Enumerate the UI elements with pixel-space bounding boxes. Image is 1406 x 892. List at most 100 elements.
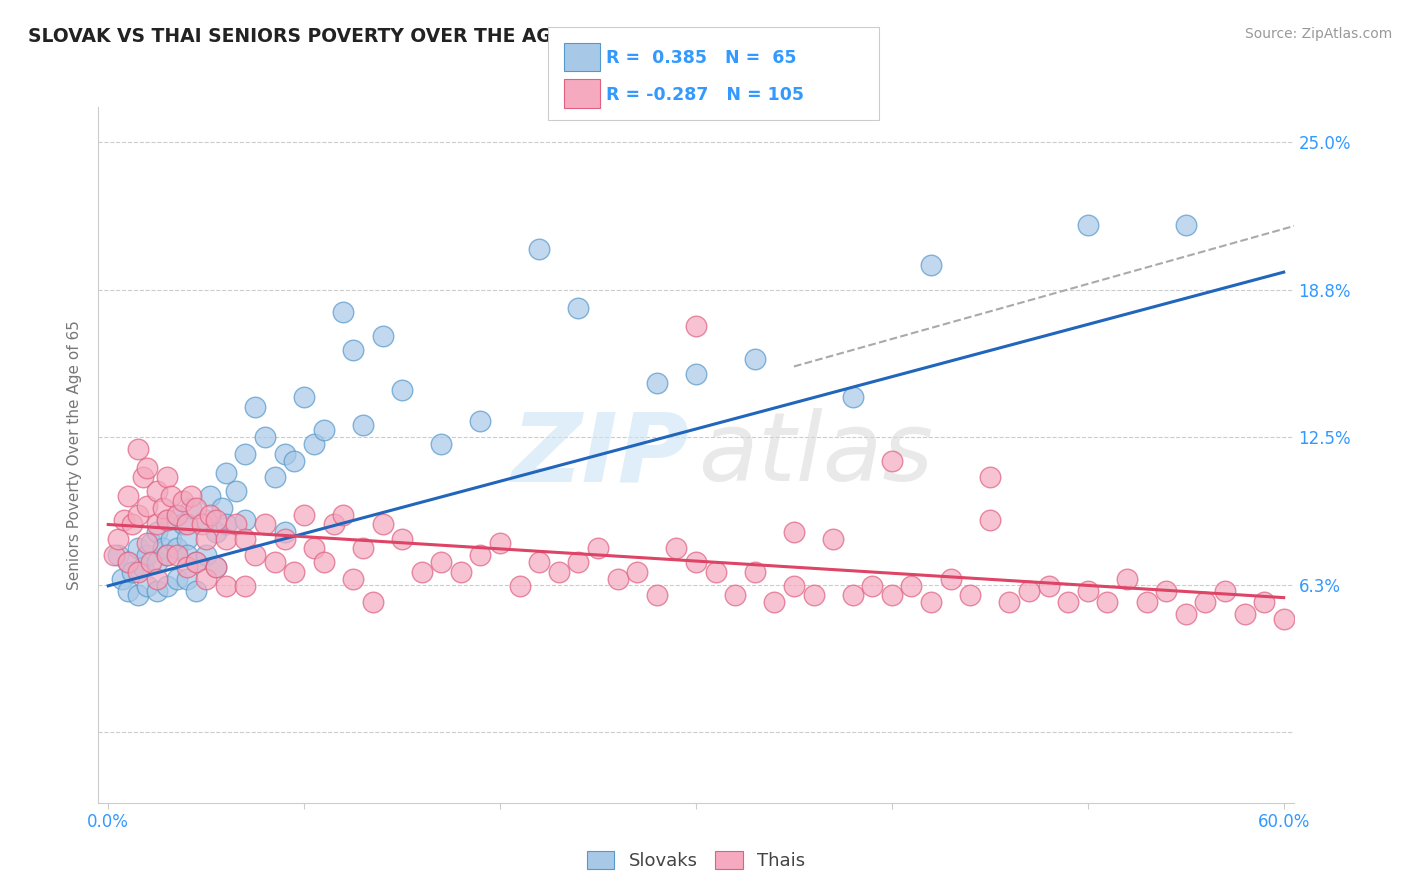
Point <box>146 583 169 598</box>
Point <box>166 541 188 555</box>
Point <box>470 548 492 562</box>
Point <box>156 513 179 527</box>
Point <box>880 588 903 602</box>
Point <box>283 454 305 468</box>
Point <box>1018 583 1040 598</box>
Point <box>215 517 238 532</box>
Point <box>112 513 135 527</box>
Point <box>136 536 159 550</box>
Point <box>704 565 727 579</box>
Point <box>1116 572 1139 586</box>
Text: R = -0.287   N = 105: R = -0.287 N = 105 <box>606 86 804 103</box>
Point <box>253 430 276 444</box>
Point <box>160 489 183 503</box>
Point <box>1174 607 1197 621</box>
Point <box>225 484 247 499</box>
Point <box>312 555 335 569</box>
Point <box>1097 595 1119 609</box>
Point <box>179 500 201 515</box>
Point <box>606 572 628 586</box>
Point <box>391 532 413 546</box>
Point <box>111 572 134 586</box>
Point <box>172 494 194 508</box>
Point <box>263 470 285 484</box>
Point <box>198 489 221 503</box>
Point <box>783 579 806 593</box>
Point <box>195 532 218 546</box>
Point <box>141 536 163 550</box>
Point <box>744 565 766 579</box>
Point <box>371 517 394 532</box>
Point <box>361 595 384 609</box>
Point <box>127 588 149 602</box>
Point <box>998 595 1021 609</box>
Point <box>724 588 747 602</box>
Point <box>841 390 863 404</box>
Point <box>489 536 512 550</box>
Point <box>1253 595 1275 609</box>
Point <box>235 579 257 593</box>
Point <box>136 548 159 562</box>
Point <box>211 500 233 515</box>
Point <box>371 328 394 343</box>
Point <box>146 524 169 539</box>
Point <box>176 532 198 546</box>
Point <box>959 588 981 602</box>
Point <box>841 588 863 602</box>
Point <box>198 508 221 522</box>
Point <box>1154 583 1177 598</box>
Point <box>645 588 668 602</box>
Point <box>156 548 179 562</box>
Point <box>156 513 179 527</box>
Point <box>450 565 472 579</box>
Point <box>263 555 285 569</box>
Text: atlas: atlas <box>697 409 934 501</box>
Point <box>1272 612 1295 626</box>
Point <box>529 242 551 256</box>
Point <box>900 579 922 593</box>
Point <box>160 532 183 546</box>
Point <box>243 400 266 414</box>
Point <box>141 555 163 569</box>
Point <box>302 437 325 451</box>
Point <box>186 500 208 515</box>
Point <box>823 532 845 546</box>
Point <box>243 548 266 562</box>
Point <box>342 572 364 586</box>
Point <box>205 560 228 574</box>
Point <box>1135 595 1157 609</box>
Point <box>253 517 276 532</box>
Point <box>205 560 228 574</box>
Point <box>107 532 129 546</box>
Point <box>509 579 531 593</box>
Point <box>352 541 374 555</box>
Text: ZIP: ZIP <box>512 409 689 501</box>
Point <box>146 572 169 586</box>
Point <box>979 513 1001 527</box>
Point <box>979 470 1001 484</box>
Point <box>186 555 208 569</box>
Point <box>132 560 155 574</box>
Point <box>186 583 208 598</box>
Text: SLOVAK VS THAI SENIORS POVERTY OVER THE AGE OF 65 CORRELATION CHART: SLOVAK VS THAI SENIORS POVERTY OVER THE … <box>28 27 863 45</box>
Point <box>939 572 962 586</box>
Point <box>342 343 364 357</box>
Point <box>273 447 295 461</box>
Point <box>121 517 143 532</box>
Point <box>152 541 174 555</box>
Point <box>783 524 806 539</box>
Point <box>205 524 228 539</box>
Point <box>1077 583 1099 598</box>
Point <box>121 565 143 579</box>
Point <box>626 565 648 579</box>
Point <box>156 548 179 562</box>
Point <box>860 579 883 593</box>
Point <box>166 508 188 522</box>
Point <box>225 517 247 532</box>
Point <box>195 548 218 562</box>
Point <box>117 583 139 598</box>
Point <box>470 414 492 428</box>
Point <box>146 517 169 532</box>
Point <box>665 541 688 555</box>
Point <box>127 541 149 555</box>
